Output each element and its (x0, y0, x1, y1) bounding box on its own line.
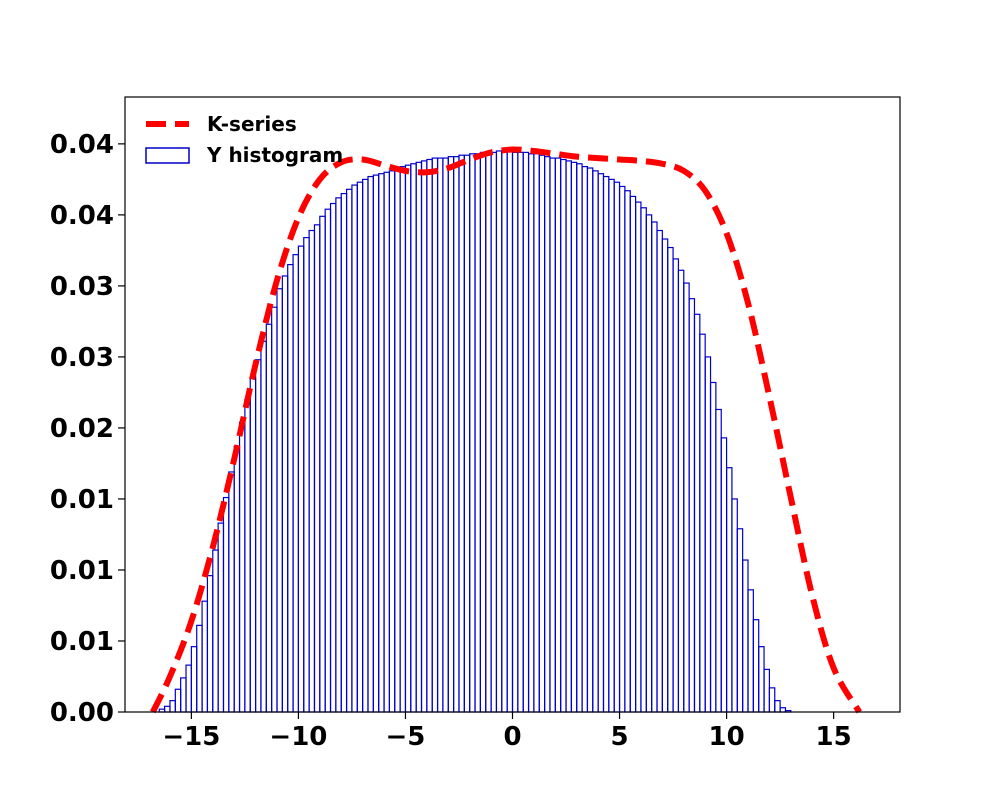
y-tick-label: 0.03 (50, 343, 114, 373)
k-series-curve (150, 146, 862, 714)
legend: K-series Y histogram (145, 112, 343, 167)
y-tick-label: 0.00 (50, 698, 114, 728)
legend-label-k-series: K-series (207, 112, 297, 136)
x-tick-label: 0 (503, 722, 521, 752)
x-tick-label: 5 (610, 722, 628, 752)
y-tick-label: 0.04 (50, 130, 114, 160)
y-tick-label: 0.01 (50, 485, 114, 515)
y-axis: 0.00 0.01 0.01 0.01 0.02 0.03 0.03 0.04 0.04 (50, 130, 125, 728)
legend-label-y-histogram: Y histogram (206, 143, 343, 167)
x-tick-label: −10 (269, 722, 327, 752)
y-tick-label: 0.01 (50, 556, 114, 586)
y-tick-label: 0.01 (50, 627, 114, 657)
y-tick-label: 0.02 (50, 414, 114, 444)
x-tick-label: 15 (816, 722, 852, 752)
y-tick-label: 0.04 (50, 201, 114, 231)
y-tick-label: 0.03 (50, 272, 114, 302)
x-tick-label: −5 (386, 722, 426, 752)
x-axis: −15 −10 −5 0 5 10 15 (162, 712, 852, 752)
legend-bar-swatch (145, 147, 190, 164)
x-tick-label: −15 (162, 722, 220, 752)
x-tick-label: 10 (708, 722, 744, 752)
